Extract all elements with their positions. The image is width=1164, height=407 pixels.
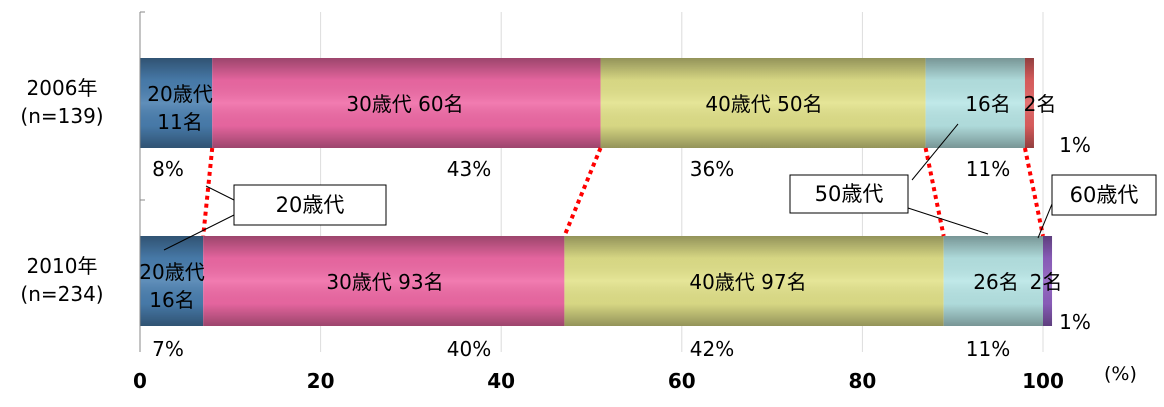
bar-segment-shade: [600, 58, 926, 148]
bar-segment-shade: [943, 236, 1043, 326]
category-n-label: (n=139): [20, 104, 103, 128]
leader-line: [911, 123, 959, 181]
bars: [140, 58, 1053, 326]
bar-segment-label: 2名: [1030, 270, 1063, 294]
category-n-label: (n=234): [20, 282, 103, 306]
bar-segment-label: 20歳代: [139, 260, 204, 284]
x-axis: 0 20 40 60 80 100: [133, 11, 1064, 393]
bar-segment-shade: [140, 236, 204, 326]
x-tick-label: 100: [1022, 369, 1064, 393]
percent-label: 11%: [966, 157, 1010, 181]
x-tick-label: 0: [133, 369, 147, 393]
x-tick-label: 20: [307, 369, 335, 393]
percent-label: 8%: [152, 157, 184, 181]
percent-label: 40%: [447, 337, 491, 361]
bar-segment-label: 20歳代: [147, 82, 212, 106]
callout-box: [789, 174, 909, 214]
bar-segment-label: 30歳代 93名: [326, 270, 443, 294]
bar-segment-shade: [1043, 236, 1053, 326]
percent-label: 43%: [447, 157, 491, 181]
percent-label: 7%: [152, 337, 184, 361]
bar-segment-label: 11名: [157, 110, 202, 134]
bar-segment-shade: [925, 58, 1025, 148]
x-tick-label: 60: [668, 369, 696, 393]
leader-line: [163, 214, 235, 251]
callout-label: 20歳代: [276, 193, 345, 217]
bar-segment-label: 40歳代 50名: [705, 92, 822, 116]
callout-box: [233, 184, 387, 226]
bar-segment-shade: [203, 236, 565, 326]
connector-line: [923, 147, 946, 237]
connector-line: [1022, 147, 1045, 237]
bar-segment-label: 30歳代 60名: [346, 92, 463, 116]
callout-box: [1051, 174, 1157, 216]
percent-label: 1%: [1059, 133, 1091, 157]
bar-segment-label: 16名: [149, 288, 194, 312]
connector-line: [562, 147, 603, 237]
x-tick-label: 40: [487, 369, 515, 393]
bar-segment-label: 40歳代 97名: [689, 270, 806, 294]
percent-label: 36%: [690, 157, 734, 181]
bar-segment-shade: [564, 236, 944, 326]
callout-labels: 20歳代 50歳代 60歳代: [163, 123, 1157, 251]
category-labels: 2006年 (n=139) 2010年 (n=234): [20, 76, 103, 306]
connector-lines: [201, 147, 1045, 237]
leader-line: [907, 207, 989, 235]
callout-label: 60歳代: [1070, 183, 1139, 207]
connector-line: [201, 147, 215, 237]
leader-line: [1037, 203, 1053, 239]
percent-label: 1%: [1059, 310, 1091, 334]
bar-segment-shade: [212, 58, 601, 148]
bar-segment-shade: [1024, 58, 1034, 148]
bar-segment-label: 16名: [965, 92, 1010, 116]
leader-line: [205, 185, 235, 201]
bar-segment-shade: [140, 58, 213, 148]
bar-segment-label: 26名: [973, 270, 1018, 294]
percent-label: 11%: [966, 337, 1010, 361]
x-tick-label: 80: [848, 369, 876, 393]
percent-label: 42%: [690, 337, 734, 361]
category-year-label: 2006年: [27, 76, 98, 100]
category-year-label: 2010年: [27, 254, 98, 278]
callout-label: 50歳代: [815, 182, 884, 206]
bar-segment-label: 2名: [1024, 92, 1057, 116]
unit-label: (%): [1104, 363, 1137, 385]
